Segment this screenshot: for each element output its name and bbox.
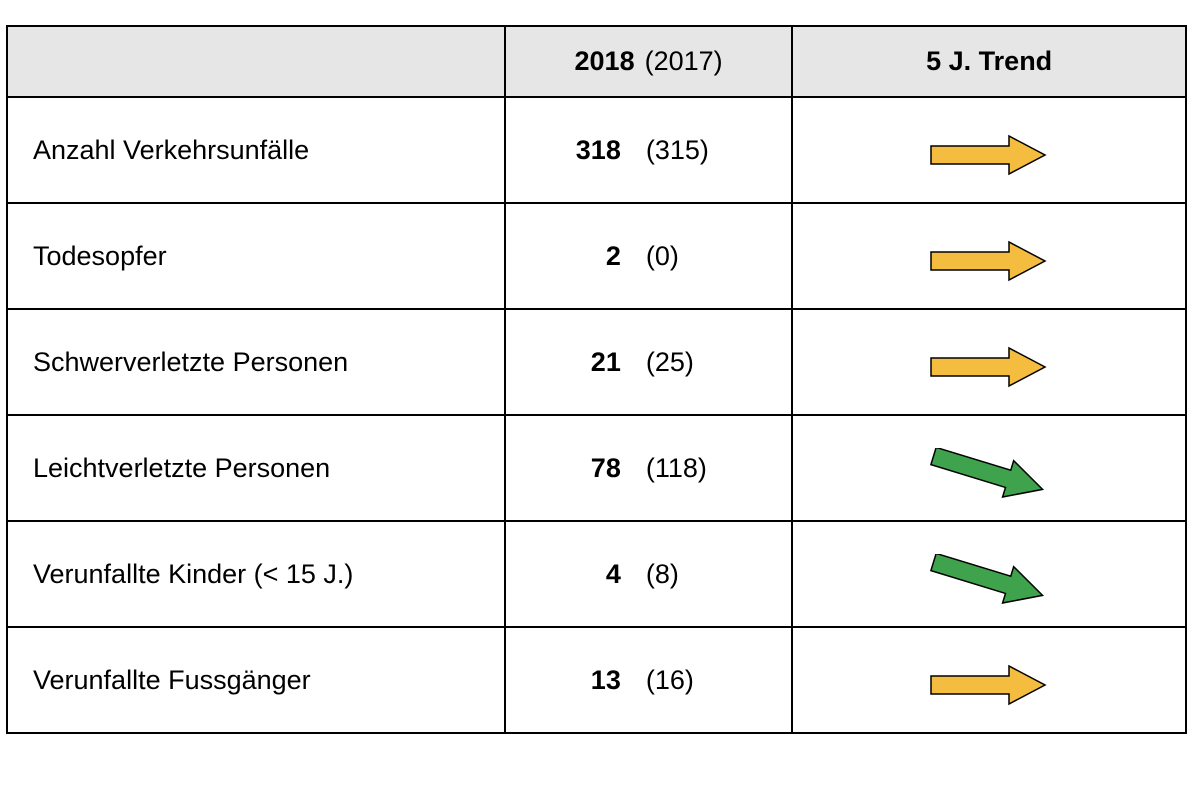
row-values: 21 (25) — [503, 308, 794, 416]
arrow-down-right-icon — [930, 554, 1045, 604]
table-row: Todesopfer 2 (0) — [6, 202, 1187, 310]
arrow-down-right-icon — [930, 448, 1045, 498]
value-2017: (118) — [645, 452, 707, 483]
value-2017: (16) — [645, 664, 694, 695]
header-year-cell: 2018 (2017) — [503, 25, 794, 98]
row-trend — [791, 202, 1187, 310]
row-label: Verunfallte Fussgänger — [6, 626, 506, 734]
arrow-right-icon — [930, 346, 1047, 388]
row-values: 318 (315) — [503, 96, 794, 204]
row-trend — [791, 308, 1187, 416]
header-trend-label: 5 J. Trend — [926, 46, 1053, 76]
value-2018: 4 — [605, 558, 621, 589]
value-2017: (25) — [645, 346, 694, 377]
value-2017: (315) — [645, 134, 709, 165]
table-row: Verunfallte Fussgänger 13 (16) — [6, 626, 1187, 734]
value-2017: (8) — [645, 558, 679, 589]
value-2018: 21 — [590, 346, 621, 377]
value-2018: 78 — [590, 452, 621, 483]
arrow-right-icon — [930, 240, 1047, 282]
value-2018: 2 — [605, 240, 621, 271]
trend-arrow-icon — [927, 660, 1051, 706]
value-2018: 13 — [590, 664, 621, 695]
trend-arrow-icon — [927, 448, 1051, 498]
row-trend — [791, 626, 1187, 734]
row-trend — [791, 520, 1187, 628]
trend-arrow-icon — [927, 236, 1051, 282]
trend-arrow-icon — [927, 130, 1051, 176]
header-empty-cell — [6, 25, 506, 98]
row-label: Leichtverletzte Personen — [6, 414, 506, 522]
header-year-previous: (2017) — [644, 46, 723, 76]
row-label: Anzahl Verkehrsunfälle — [6, 96, 506, 204]
value-2018: 318 — [575, 134, 621, 165]
trend-arrow-icon — [927, 342, 1051, 388]
row-label: Verunfallte Kinder (< 15 J.) — [6, 520, 506, 628]
table-row: Schwerverletzte Personen 21 (25) — [6, 308, 1187, 416]
value-2017: (0) — [645, 240, 679, 271]
accident-statistics-table: 2018 (2017) 5 J. Trend Anzahl Verkehrsunf… — [6, 25, 1187, 734]
header-year-current: 2018 — [574, 46, 635, 76]
trend-arrow-icon — [927, 554, 1051, 604]
arrow-right-icon — [930, 664, 1047, 706]
table-header-row: 2018 (2017) 5 J. Trend — [6, 25, 1187, 98]
row-trend — [791, 414, 1187, 522]
arrow-right-icon — [930, 134, 1047, 176]
row-values: 2 (0) — [503, 202, 794, 310]
row-values: 78 (118) — [503, 414, 794, 522]
table-row: Verunfallte Kinder (< 15 J.) 4 (8) — [6, 520, 1187, 628]
table-row: Leichtverletzte Personen 78 (118) — [6, 414, 1187, 522]
table-row: Anzahl Verkehrsunfälle 318 (315) — [6, 96, 1187, 204]
row-values: 13 (16) — [503, 626, 794, 734]
row-label: Schwerverletzte Personen — [6, 308, 506, 416]
row-label: Todesopfer — [6, 202, 506, 310]
row-values: 4 (8) — [503, 520, 794, 628]
header-trend-cell: 5 J. Trend — [791, 25, 1187, 98]
row-trend — [791, 96, 1187, 204]
